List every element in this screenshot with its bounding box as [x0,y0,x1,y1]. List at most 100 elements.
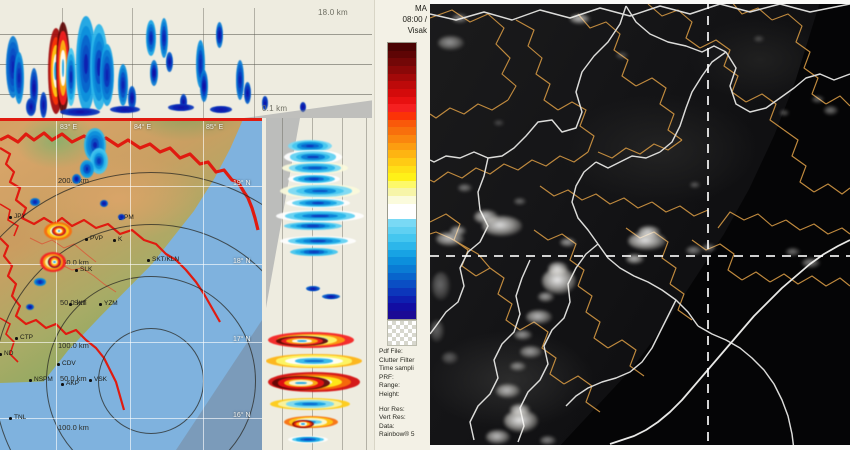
colorbar-band-0 [388,43,416,51]
radar-echo-cell [310,240,326,242]
radar-echo-cell [57,230,61,232]
colorbar-transparent-swatch [387,320,417,346]
colorbar-band-7 [388,96,416,105]
metadata-line-7: Hor Res: [379,405,405,413]
radar-echo-cell [296,340,308,342]
radar-echo-cell [311,214,329,218]
station-label: YZM [99,300,118,307]
colorbar-band-11 [388,127,416,135]
metadata-line-0: Pdf File: [379,348,403,355]
graticule-latitude [0,186,262,187]
station-label: CDV [57,360,76,367]
radar-echo-cell [38,281,42,283]
reflectivity-colorbar[interactable] [387,42,417,320]
radar-echo-cell [199,59,202,69]
radar-echo-cell [103,202,105,205]
legend-header-line-3: Visak [407,26,427,35]
colorbar-band-32 [388,288,416,296]
radar-echo-cell [122,108,128,111]
graticule-longitude [130,118,131,450]
radar-right-cross-section[interactable] [266,118,372,450]
radar-echo-cell [302,106,304,108]
colorbar-band-19 [388,188,416,197]
legend-header-line-2: 08:00 / [402,15,427,24]
latitude-label: 17° N [233,336,251,343]
radar-echo-cell [218,108,224,111]
longitude-label: 85° E [206,124,224,131]
station-label: K [112,236,123,243]
radar-echo-cell [61,58,65,78]
radar-echo-cell [33,84,35,92]
radar-echo-cell [122,80,124,90]
station-label: TNL [8,414,27,421]
radar-echo-cell [34,201,36,203]
radar-echo-cell [178,106,184,109]
radar-echo-cell [246,90,249,96]
colorbar-band-29 [388,265,416,273]
radar-echo-cell [264,101,266,105]
graticule-latitude [0,418,262,419]
radar-echo-cell [84,54,88,74]
station-label: PVP [84,235,104,242]
radar-max-panel[interactable]: 18.0 km 0.1 km [0,0,430,450]
radar-echo-cell [305,144,315,148]
radar-top-cross-section[interactable] [0,8,372,118]
radar-echo-cell [311,288,315,289]
metadata-line-3: PRF: [379,373,394,381]
colorbar-band-30 [388,272,416,281]
metadata-line-8: Vert Res: [379,414,406,422]
colorbar-band-21 [388,203,416,212]
gridline-vertical [366,118,367,450]
colorbar-band-13 [388,142,416,151]
legend-header: MA 08:00 / Visak [375,3,427,36]
radar-echo-cell [168,60,171,64]
colorbar-band-18 [388,180,416,189]
colorbar-band-1 [388,50,416,59]
radar-echo-cell [97,158,101,164]
radar-echo-cell [85,167,89,171]
radar-echo-cell [304,438,312,441]
station-label: SKT/KLN [146,256,180,263]
colorbar-band-22 [388,211,416,220]
height-bottom-label: 0.1 km [262,104,288,113]
radar-echo-cell [76,111,84,113]
radar-echo-cell [329,296,333,297]
colorbar-band-14 [388,150,416,158]
satellite-image-panel[interactable] [430,0,850,450]
radar-echo-cell [11,60,15,74]
colorbar-band-20 [388,196,416,204]
colorbar-band-17 [388,173,416,181]
station-label: NSPM [29,376,53,383]
metadata-line-4: Range: [379,382,400,390]
colorbar-band-34 [388,303,416,311]
gridline-vertical [254,8,255,118]
radar-echo-cell [92,141,98,149]
radar-echo-cell [304,359,324,363]
latitude-label: 19° N [233,180,251,187]
range-ring-label: 50.0 km [60,374,87,383]
terrain-shadow [215,100,372,118]
radar-legend-column[interactable]: MA 08:00 / Visak Pdf File: Clutter Filter… [374,0,430,450]
range-ring-label: 50.0 km [60,298,87,307]
range-ring-label: 100.0 km [58,341,89,350]
radar-echo-cell [182,100,185,104]
colorbar-band-23 [388,219,416,227]
gridline-vertical [132,8,133,118]
radar-echo-cell [75,178,78,180]
station-label: VSK [88,376,108,383]
colorbar-band-35 [388,310,416,319]
radar-echo-cell [308,178,320,180]
graticule-longitude [203,118,204,450]
radar-ppi-map[interactable]: 50.0 km 100.0 km 100.0 km 150.0 km 200.0… [0,118,262,450]
radar-echo-cell [309,251,319,253]
radar-echo-cell [30,105,32,109]
radar-echo-cell [120,216,123,218]
radar-echo-cell [131,95,133,101]
colorbar-band-16 [388,165,416,174]
station-label: AKP [60,380,80,387]
colorbar-band-8 [388,104,416,112]
radar-echo-cell [308,166,322,170]
radar-echo-cell [311,202,325,204]
colorbar-band-4 [388,73,416,82]
